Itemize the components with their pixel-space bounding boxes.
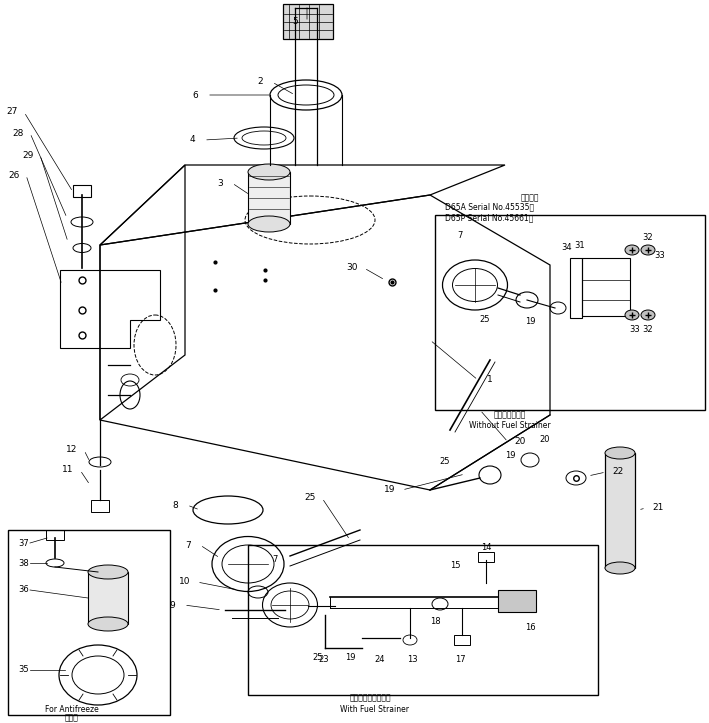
Bar xyxy=(73,185,91,197)
Ellipse shape xyxy=(641,245,655,255)
Text: 26: 26 xyxy=(9,171,20,179)
Text: 32: 32 xyxy=(642,325,653,335)
Bar xyxy=(91,500,109,512)
Ellipse shape xyxy=(88,565,128,579)
Text: 7: 7 xyxy=(272,555,278,565)
Text: 21: 21 xyxy=(652,503,664,513)
Bar xyxy=(582,258,630,316)
Text: 6: 6 xyxy=(192,90,198,100)
Text: D65A Serial No.45535〜: D65A Serial No.45535〜 xyxy=(445,202,534,212)
Bar xyxy=(478,552,494,562)
Text: 19: 19 xyxy=(525,317,535,327)
Text: 不凍用: 不凍用 xyxy=(65,714,79,722)
Ellipse shape xyxy=(88,617,128,631)
Text: 20: 20 xyxy=(514,437,525,447)
Text: 32: 32 xyxy=(642,234,653,242)
Text: 3: 3 xyxy=(217,179,223,187)
Text: 31: 31 xyxy=(575,241,586,249)
Text: 17: 17 xyxy=(454,656,465,664)
Text: 11: 11 xyxy=(62,466,74,474)
Text: 9: 9 xyxy=(169,601,175,609)
Bar xyxy=(88,572,128,624)
Text: 30: 30 xyxy=(346,263,358,273)
Text: 28: 28 xyxy=(12,129,23,137)
Text: 10: 10 xyxy=(179,578,191,586)
Text: 4: 4 xyxy=(189,135,195,145)
Ellipse shape xyxy=(641,310,655,320)
Text: 37: 37 xyxy=(18,539,29,547)
Bar xyxy=(570,258,582,318)
Bar xyxy=(605,453,635,568)
Bar xyxy=(283,4,333,39)
Text: 19: 19 xyxy=(384,486,396,495)
Text: 38: 38 xyxy=(18,558,29,568)
Text: ストレーナ無し: ストレーナ無し xyxy=(493,411,526,419)
Ellipse shape xyxy=(248,164,290,180)
Text: 7: 7 xyxy=(185,541,191,549)
Text: 25: 25 xyxy=(480,315,490,325)
Bar xyxy=(46,530,64,540)
Ellipse shape xyxy=(248,216,290,232)
Text: 18: 18 xyxy=(430,617,440,627)
Text: 12: 12 xyxy=(67,445,78,455)
Text: 2: 2 xyxy=(257,77,263,87)
Text: 14: 14 xyxy=(481,544,491,552)
Text: Without Fuel Strainer: Without Fuel Strainer xyxy=(469,422,551,430)
Text: 5: 5 xyxy=(292,17,298,27)
Ellipse shape xyxy=(605,447,635,459)
Ellipse shape xyxy=(605,562,635,574)
Text: 35: 35 xyxy=(18,665,28,675)
Text: 19: 19 xyxy=(345,654,355,662)
Text: 25: 25 xyxy=(304,494,316,502)
Text: For Antifreeze: For Antifreeze xyxy=(45,706,99,714)
Bar xyxy=(8,530,170,715)
Text: 27: 27 xyxy=(6,108,18,116)
Text: 13: 13 xyxy=(407,656,418,664)
Text: 7: 7 xyxy=(457,231,463,239)
Text: 33: 33 xyxy=(654,250,665,260)
Text: 8: 8 xyxy=(172,500,178,510)
Text: 16: 16 xyxy=(525,623,535,633)
Text: 19: 19 xyxy=(505,450,515,460)
Text: フェルストレーナ付: フェルストレーナ付 xyxy=(350,693,391,703)
Ellipse shape xyxy=(625,245,639,255)
Text: 15: 15 xyxy=(450,560,460,570)
Text: 適用号機: 適用号機 xyxy=(520,194,540,202)
Bar xyxy=(248,172,290,224)
Text: 24: 24 xyxy=(375,656,385,664)
Text: D65P Serial No.45661〜: D65P Serial No.45661〜 xyxy=(445,213,533,223)
Bar xyxy=(454,635,470,645)
Bar xyxy=(498,590,536,612)
Text: 25: 25 xyxy=(313,654,323,662)
Text: 25: 25 xyxy=(440,458,450,466)
Text: 22: 22 xyxy=(613,468,624,476)
Text: 1: 1 xyxy=(487,375,493,385)
Text: 29: 29 xyxy=(22,150,34,160)
Text: 23: 23 xyxy=(318,656,329,664)
Text: With Fuel Strainer: With Fuel Strainer xyxy=(340,706,410,714)
Text: 20: 20 xyxy=(540,435,550,445)
Ellipse shape xyxy=(625,310,639,320)
Text: 36: 36 xyxy=(18,586,29,594)
Bar xyxy=(248,545,598,695)
Text: 34: 34 xyxy=(562,242,572,252)
Text: 33: 33 xyxy=(630,325,640,335)
Bar xyxy=(435,215,705,410)
